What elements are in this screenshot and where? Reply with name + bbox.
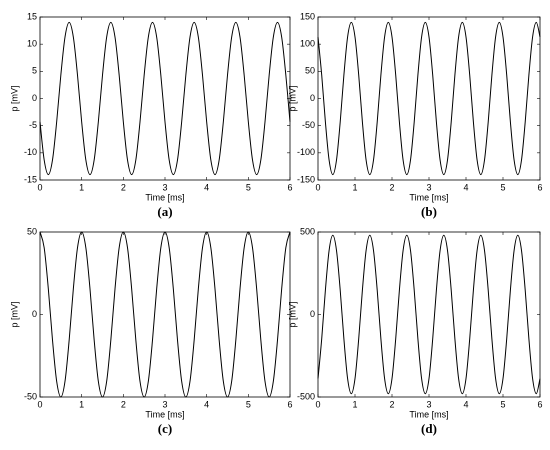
- y-tick-label: -150: [297, 174, 315, 184]
- x-tick-label: 1: [352, 182, 357, 192]
- x-tick-label: 2: [121, 399, 126, 409]
- y-tick-label: 50: [27, 226, 37, 236]
- x-tick-label: 6: [287, 182, 292, 192]
- x-axis-label: Time [ms]: [409, 192, 448, 202]
- y-tick-label: 10: [27, 39, 37, 49]
- y-tick-label: -10: [24, 147, 37, 157]
- y-tick-label: 0: [32, 309, 37, 319]
- x-tick-label: 5: [500, 182, 505, 192]
- x-tick-label: 4: [204, 182, 209, 192]
- y-tick-label: -5: [29, 120, 37, 130]
- x-tick-label: 1: [79, 182, 84, 192]
- y-tick-label: 100: [300, 39, 315, 49]
- x-tick-label: 0: [37, 399, 42, 409]
- y-tick-label: -50: [302, 120, 315, 130]
- y-tick-label: -50: [24, 391, 37, 401]
- x-tick-label: 4: [463, 399, 468, 409]
- x-tick-label: 3: [426, 399, 431, 409]
- x-tick-label: 6: [287, 399, 292, 409]
- x-tick-label: 6: [537, 399, 542, 409]
- signal-line: [39, 21, 291, 176]
- x-tick-label: 5: [246, 182, 251, 192]
- x-tick-label: 2: [389, 399, 394, 409]
- x-tick-label: 2: [389, 182, 394, 192]
- y-tick-label: -100: [297, 147, 315, 157]
- signal-line: [317, 234, 541, 395]
- y-tick-label: -500: [297, 391, 315, 401]
- y-tick-label: 0: [310, 309, 315, 319]
- x-tick-label: 3: [162, 182, 167, 192]
- x-tick-label: 0: [315, 399, 320, 409]
- y-tick-label: 0: [310, 93, 315, 103]
- y-axis-label: p [mV]: [287, 85, 297, 111]
- plot-frame: [317, 16, 541, 181]
- signal-line: [39, 231, 291, 398]
- y-axis-label: p [mV]: [9, 85, 19, 111]
- y-tick-label: 50: [305, 66, 315, 76]
- plot-frame: [39, 231, 291, 398]
- x-tick-label: 2: [121, 182, 126, 192]
- panel-caption: (b): [421, 204, 437, 219]
- x-tick-label: 4: [204, 399, 209, 409]
- plot-frame: [39, 16, 291, 181]
- x-tick-label: 0: [37, 182, 42, 192]
- x-tick-label: 4: [463, 182, 468, 192]
- x-tick-label: 5: [500, 399, 505, 409]
- x-tick-label: 3: [162, 399, 167, 409]
- panel-caption: (c): [158, 421, 172, 436]
- panel-caption: (a): [157, 204, 172, 219]
- y-tick-label: 150: [300, 11, 315, 21]
- x-tick-label: 0: [315, 182, 320, 192]
- y-tick-label: 500: [300, 226, 315, 236]
- x-tick-label: 1: [79, 399, 84, 409]
- x-tick-label: 5: [246, 399, 251, 409]
- x-axis-label: Time [ms]: [145, 409, 184, 419]
- y-axis-label: p [mV]: [287, 301, 297, 327]
- x-axis-label: Time [ms]: [145, 192, 184, 202]
- panel-caption: (d): [421, 421, 437, 436]
- y-axis-label: p [mV]: [9, 301, 19, 327]
- x-axis-label: Time [ms]: [409, 409, 448, 419]
- signal-line: [317, 21, 541, 176]
- y-tick-label: 0: [32, 93, 37, 103]
- y-tick-label: 15: [27, 11, 37, 21]
- x-tick-label: 1: [352, 399, 357, 409]
- plot-frame: [317, 231, 541, 398]
- x-tick-label: 3: [426, 182, 431, 192]
- x-tick-label: 6: [537, 182, 542, 192]
- y-tick-label: 5: [32, 66, 37, 76]
- y-tick-label: -15: [24, 174, 37, 184]
